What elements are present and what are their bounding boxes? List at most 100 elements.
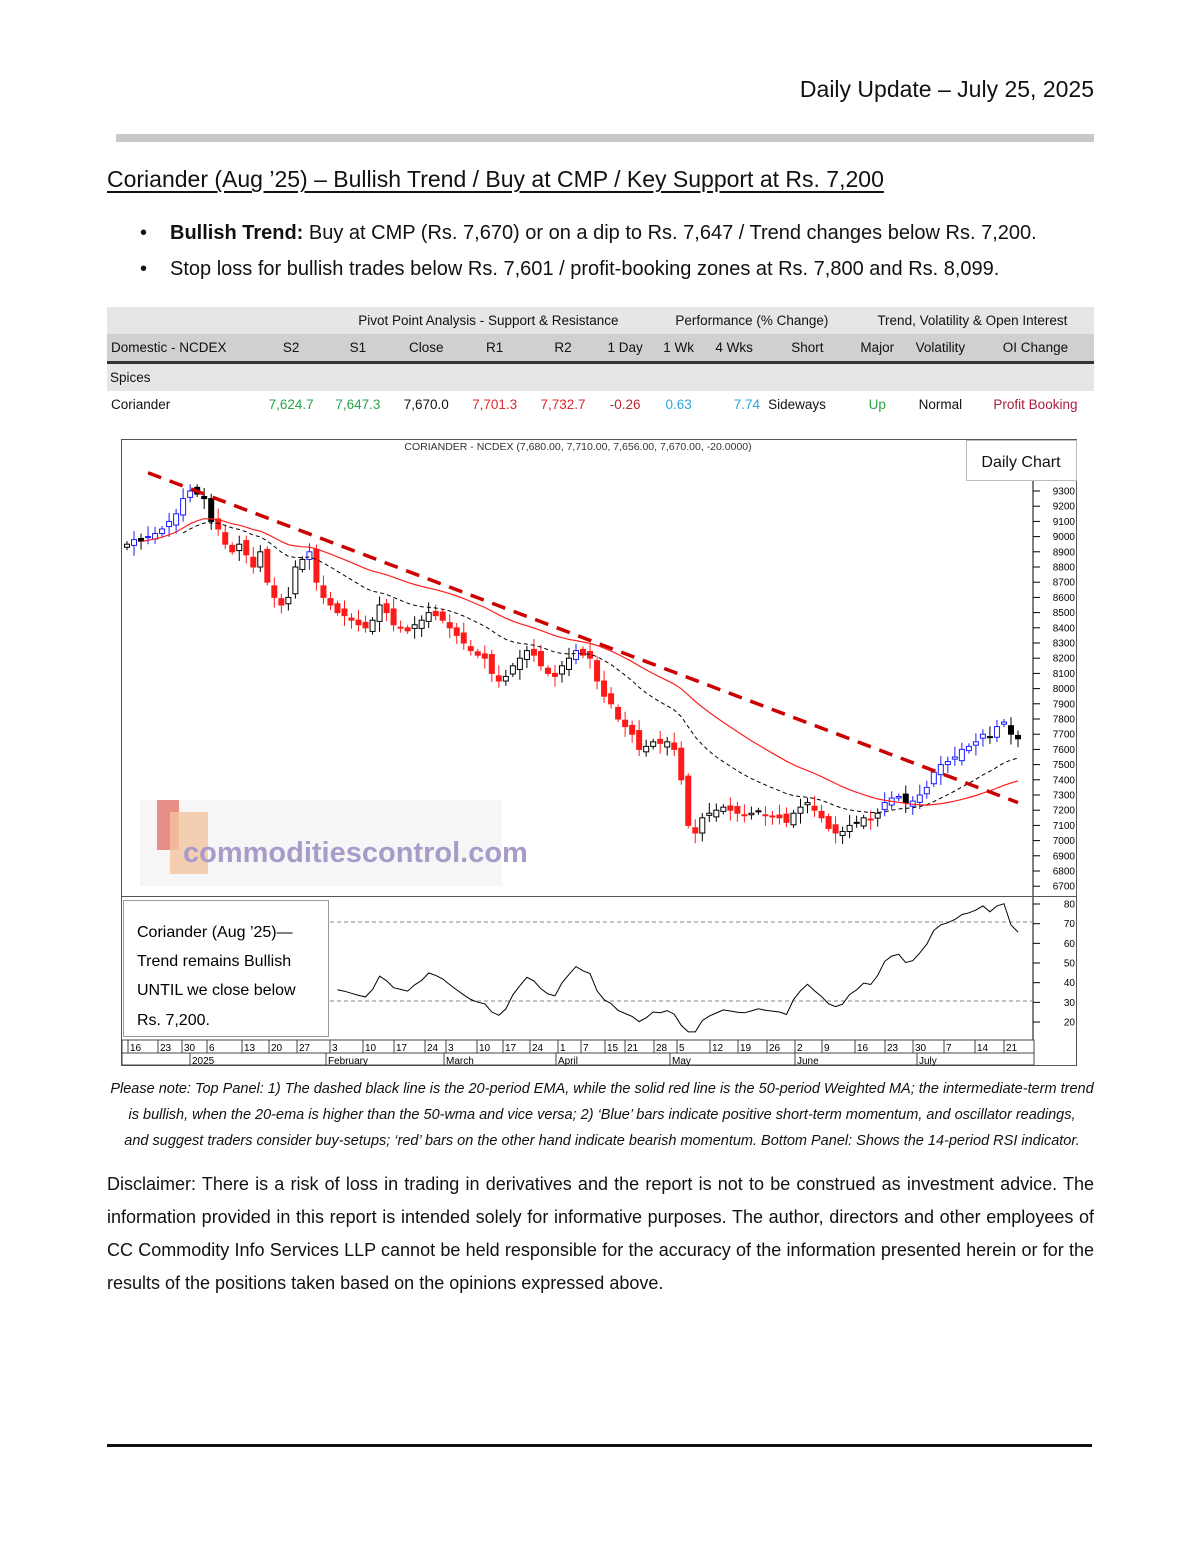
col-header: Major — [850, 334, 904, 364]
candle-body — [362, 621, 369, 629]
annotation-line: Trend remains Bullish — [137, 953, 291, 970]
cell-commodity: Coriander — [111, 397, 171, 412]
candle-body — [208, 498, 215, 522]
candle-body — [706, 812, 713, 816]
bullet-text: Stop loss for bullish trades below Rs. 7… — [170, 258, 1000, 280]
candle-body — [145, 536, 152, 539]
col-header: OI Change — [976, 334, 1094, 364]
col-header: Close — [392, 334, 461, 364]
cell-1day: -0.26 — [609, 397, 641, 412]
date-tick-label: 30 — [184, 1043, 196, 1054]
col-header: Domestic - NCDEX — [107, 334, 259, 364]
rsi-tick-label: 70 — [1064, 919, 1076, 930]
bullet-item: • Bullish Trend: Buy at CMP (Rs. 7,670) o… — [140, 222, 1037, 244]
report-title: Coriander (Aug ’25) – Bullish Trend / Bu… — [107, 166, 884, 192]
candle-body — [278, 598, 285, 606]
candle-body — [250, 556, 257, 568]
caption-line: is bullish, when the 20-ema is higher th… — [128, 1107, 1076, 1123]
candle-body — [299, 558, 306, 570]
date-tick-label: 21 — [627, 1043, 639, 1054]
candle-body — [580, 648, 587, 656]
date-tick-label: 16 — [857, 1043, 869, 1054]
rsi-line — [337, 903, 1019, 1033]
date-tick-label: 9 — [824, 1043, 830, 1054]
candle-body — [271, 585, 278, 598]
group-header: Trend, Volatility & Open Interest — [850, 307, 1094, 334]
caption-line: Please note: Top Panel: 1) The dashed bl… — [110, 1081, 1094, 1097]
price-tick-label: 7100 — [1053, 821, 1076, 832]
price-tick-label: 7400 — [1053, 775, 1076, 786]
col-header: 1 Day — [597, 334, 654, 364]
date-tick-label: 7 — [946, 1043, 952, 1054]
col-header: R2 — [528, 334, 598, 364]
ema20-line — [182, 522, 1019, 813]
candle-body — [741, 814, 748, 817]
candle-body — [474, 651, 481, 656]
candle-body — [902, 793, 909, 804]
candle-body — [411, 624, 418, 629]
candle-body — [685, 775, 692, 826]
watermark: commoditiescontrol.com — [140, 800, 528, 886]
cell-oi-change: Profit Booking — [993, 397, 1078, 412]
candle-body — [173, 513, 180, 526]
price-tick-label: 7000 — [1053, 836, 1076, 847]
candle-body — [986, 736, 993, 739]
candle-body — [285, 596, 292, 605]
candle-body — [187, 490, 194, 498]
candle-body — [895, 796, 902, 799]
candle-body — [713, 809, 720, 818]
candle-body — [425, 612, 432, 622]
date-tick-label: 27 — [299, 1043, 311, 1054]
date-tick-label: 20 — [271, 1043, 283, 1054]
footer-rule — [107, 1444, 1092, 1447]
col-header: Volatility — [903, 334, 977, 364]
date-axis: 16 23 30 6 13 20 27 3 10 17 24 3 10 17 24 1 7 15 21 28 5 12 19… — [121, 1039, 1035, 1066]
candle-body — [692, 827, 699, 834]
candle-body — [720, 806, 727, 812]
candle-body — [236, 543, 243, 552]
col-header: 4 Wks — [704, 334, 765, 364]
candle-body — [972, 741, 979, 746]
rsi-tick-label: 80 — [1064, 900, 1076, 911]
col-header: S1 — [323, 334, 393, 364]
candle-body — [551, 672, 558, 677]
price-tick-label: 8600 — [1053, 593, 1076, 604]
cell-volatility: Normal — [918, 397, 963, 412]
candle-body — [832, 824, 839, 834]
candle-body — [769, 815, 776, 818]
bullet-text: Buy at CMP (Rs. 7,670) or on a dip to Rs… — [303, 222, 1037, 244]
bullet-item: • Stop loss for bullish trades below Rs. … — [140, 258, 1000, 280]
candle-body — [292, 566, 299, 595]
candle-body — [846, 824, 853, 832]
candle-body — [341, 608, 348, 617]
caption-line: and suggest traders consider buy-setups;… — [124, 1133, 1080, 1149]
price-tick-label: 8400 — [1053, 623, 1076, 634]
cell-s1: 7,647.3 — [335, 397, 381, 412]
candle-body — [418, 619, 425, 629]
date-tick-label: 6 — [209, 1043, 215, 1054]
price-tick-label: 7700 — [1053, 730, 1076, 741]
candle-body — [601, 680, 608, 697]
trend-line — [147, 471, 1019, 805]
candle-body — [860, 817, 867, 827]
month-label: April — [558, 1056, 578, 1066]
candle-body — [439, 611, 446, 621]
cell-r1: 7,701.3 — [472, 397, 518, 412]
candle-body — [762, 814, 769, 817]
candle-body — [159, 528, 166, 535]
annotation-line: Rs. 7,200. — [137, 1012, 210, 1029]
col-header: Short — [764, 334, 851, 364]
price-tick-label: 8100 — [1053, 669, 1076, 680]
month-label: May — [672, 1056, 691, 1066]
disclaimer: Disclaimer: There is a risk of loss in t… — [107, 1174, 1094, 1293]
date-tick-label: 19 — [740, 1043, 752, 1054]
cell-r2: 7,732.7 — [540, 397, 586, 412]
rsi-axis: 20 30 40 50 60 70 80 — [1033, 900, 1075, 1029]
candle-body — [664, 741, 671, 748]
candle-body — [573, 650, 580, 660]
candle-body — [397, 626, 404, 629]
date-tick-label: 17 — [505, 1043, 517, 1054]
candle-body — [678, 747, 685, 781]
price-tick-label: 7600 — [1053, 745, 1076, 756]
wma50-line — [140, 518, 1019, 806]
